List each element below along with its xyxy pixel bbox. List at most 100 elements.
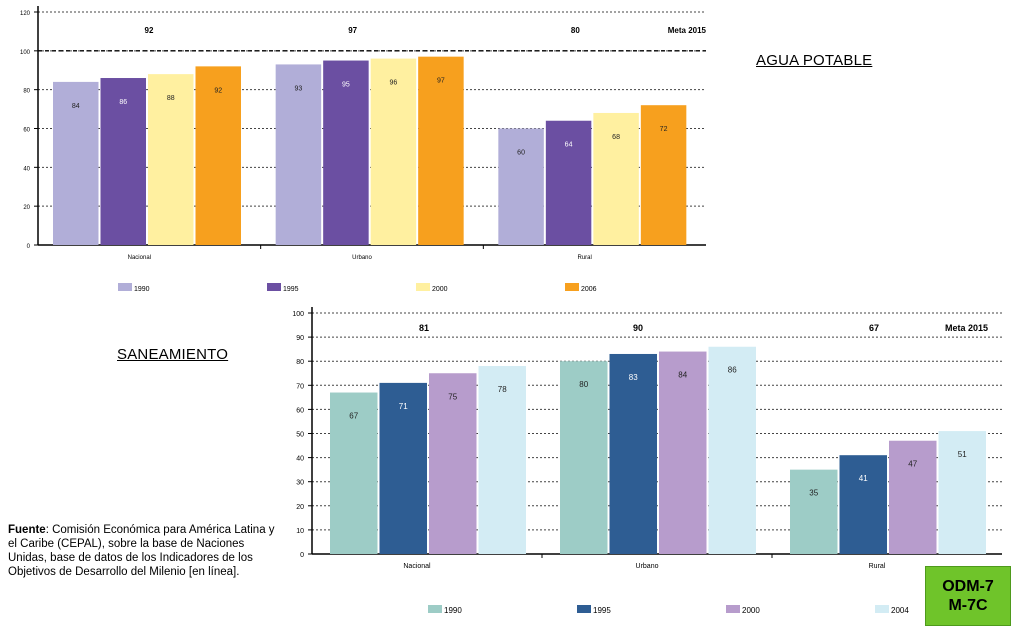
bar-2004-0 bbox=[478, 366, 526, 554]
legend-swatch-1995 bbox=[577, 605, 591, 613]
bar-1995-0 bbox=[379, 382, 427, 554]
source-text: : Comisión Económica para América Latina… bbox=[8, 524, 275, 578]
bar-value-label: 84 bbox=[72, 103, 80, 110]
target-value-label: 67 bbox=[869, 323, 879, 333]
bar-1990-2 bbox=[790, 469, 838, 554]
bar-2006-2 bbox=[640, 105, 687, 245]
bar-2000-0 bbox=[148, 74, 194, 245]
legend-swatch-1995 bbox=[267, 283, 281, 291]
y-tick-label: 30 bbox=[296, 480, 304, 487]
source-heading: Fuente bbox=[8, 524, 46, 536]
bar-1995-1 bbox=[323, 60, 369, 245]
y-tick-label: 100 bbox=[292, 311, 304, 318]
y-tick-label: 0 bbox=[300, 552, 304, 559]
odm-badge: ODM-7 M-7C bbox=[925, 566, 1011, 626]
y-tick-label: 80 bbox=[296, 359, 304, 366]
odm-badge-line1: ODM-7 bbox=[942, 578, 994, 595]
legend-label: 1990 bbox=[444, 606, 462, 615]
bar-value-label: 86 bbox=[728, 366, 737, 375]
meta-label: Meta 2015 bbox=[945, 323, 988, 333]
target-value-label: 90 bbox=[633, 323, 643, 333]
y-tick-label: 100 bbox=[20, 50, 31, 56]
y-tick-label: 40 bbox=[296, 456, 304, 463]
odm-badge-line2: M-7C bbox=[948, 597, 988, 614]
y-tick-label: 20 bbox=[23, 205, 30, 211]
bar-1995-0 bbox=[100, 78, 146, 246]
y-tick-label: 90 bbox=[296, 335, 304, 342]
bar-value-label: 47 bbox=[908, 460, 917, 469]
bar-2000-2 bbox=[593, 112, 639, 245]
x-tick-label: Rural bbox=[577, 255, 591, 261]
x-tick-label: Nacional bbox=[128, 255, 151, 261]
bar-value-label: 83 bbox=[629, 373, 638, 382]
bar-2006-0 bbox=[195, 66, 241, 245]
y-tick-label: 10 bbox=[296, 528, 304, 535]
bar-value-label: 64 bbox=[565, 142, 573, 149]
target-value-label: 81 bbox=[419, 323, 429, 333]
bar-1990-2 bbox=[498, 128, 544, 245]
bar-1990-0 bbox=[53, 81, 99, 246]
bar-value-label: 88 bbox=[167, 95, 175, 102]
bar-value-label: 93 bbox=[295, 85, 303, 92]
bar-value-label: 41 bbox=[859, 474, 868, 483]
x-tick-label: Nacional bbox=[403, 563, 431, 570]
saneamiento-title: SANEAMIENTO bbox=[117, 346, 229, 363]
bar-value-label: 60 bbox=[517, 150, 525, 157]
legend-label: 1995 bbox=[283, 286, 299, 293]
legend-label: 2000 bbox=[742, 606, 760, 615]
legend-label: 2006 bbox=[581, 286, 597, 293]
legend-label: 1990 bbox=[134, 286, 150, 293]
x-tick-label: Rural bbox=[869, 563, 886, 570]
bar-1995-2 bbox=[839, 455, 887, 554]
bar-2006-1 bbox=[418, 56, 464, 246]
y-tick-label: 60 bbox=[296, 407, 304, 414]
legend-swatch-1990 bbox=[118, 283, 132, 291]
bar-1990-1 bbox=[560, 361, 608, 554]
bar-value-label: 72 bbox=[660, 126, 668, 133]
legend-swatch-2000 bbox=[726, 605, 740, 613]
agua-potable-title: AGUA POTABLE bbox=[756, 52, 873, 69]
bar-1995-1 bbox=[609, 353, 657, 554]
bar-value-label: 80 bbox=[579, 380, 588, 389]
x-tick-label: Urbano bbox=[352, 255, 372, 261]
bar-value-label: 84 bbox=[678, 371, 687, 380]
bar-value-label: 78 bbox=[498, 385, 507, 394]
bar-value-label: 75 bbox=[448, 392, 457, 401]
bar-value-label: 92 bbox=[214, 87, 222, 94]
meta-label: Meta 2015 bbox=[668, 26, 707, 35]
bar-value-label: 67 bbox=[349, 412, 358, 421]
legend-label: 2004 bbox=[891, 606, 909, 615]
bar-2000-0 bbox=[429, 373, 477, 554]
bar-1990-1 bbox=[275, 64, 322, 245]
y-tick-label: 80 bbox=[23, 89, 30, 95]
bar-value-label: 68 bbox=[612, 134, 620, 141]
source-note: Fuente: Comisión Económica para América … bbox=[8, 523, 278, 579]
bar-value-label: 51 bbox=[958, 450, 967, 459]
bar-value-label: 35 bbox=[809, 489, 818, 498]
bar-value-label: 97 bbox=[437, 78, 445, 85]
bar-2000-1 bbox=[370, 58, 417, 245]
y-tick-label: 120 bbox=[20, 11, 31, 17]
bar-value-label: 95 bbox=[342, 82, 350, 89]
y-tick-label: 0 bbox=[27, 244, 31, 250]
legend-swatch-1990 bbox=[428, 605, 442, 613]
target-value-label: 80 bbox=[571, 26, 580, 35]
bar-2000-2 bbox=[889, 440, 937, 554]
legend-swatch-2006 bbox=[565, 283, 579, 291]
y-tick-label: 60 bbox=[23, 128, 30, 134]
legend-label: 1995 bbox=[593, 606, 611, 615]
bar-2004-2 bbox=[938, 431, 986, 554]
bar-value-label: 86 bbox=[119, 99, 127, 106]
bar-value-label: 71 bbox=[399, 402, 408, 411]
legend-label: 2000 bbox=[432, 286, 448, 293]
x-tick-label: Urbano bbox=[636, 563, 659, 570]
bar-2004-1 bbox=[708, 346, 756, 554]
y-tick-label: 40 bbox=[23, 166, 30, 172]
bar-value-label: 96 bbox=[390, 80, 398, 87]
target-value-label: 97 bbox=[348, 26, 357, 35]
y-tick-label: 50 bbox=[296, 432, 304, 439]
y-tick-label: 70 bbox=[296, 383, 304, 390]
legend-swatch-2004 bbox=[875, 605, 889, 613]
bar-1990-0 bbox=[330, 392, 378, 554]
